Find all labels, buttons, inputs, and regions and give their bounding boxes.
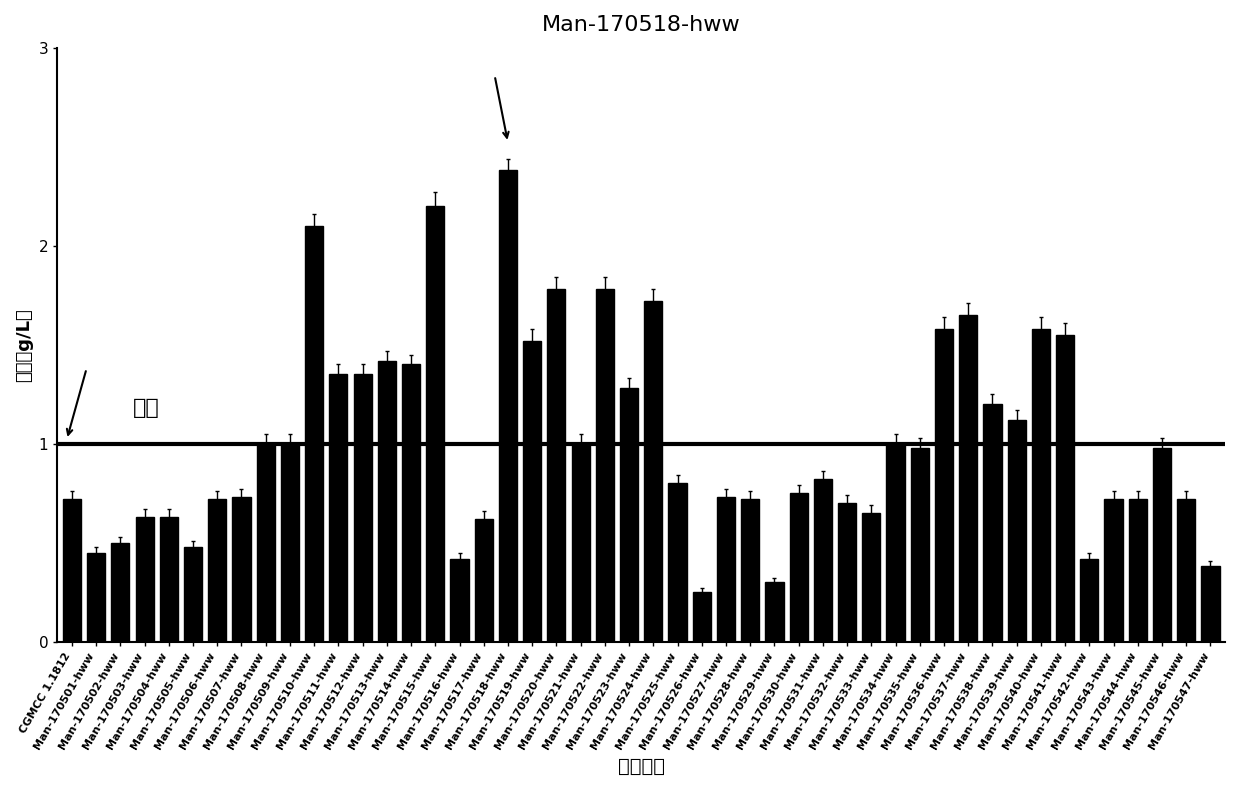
Bar (862, 513, 880, 642)
Bar (887, 444, 905, 642)
Bar (305, 226, 324, 642)
Bar (572, 444, 590, 642)
Bar (693, 592, 711, 642)
Bar (450, 558, 469, 642)
Bar (1056, 335, 1074, 642)
Title: Man-170518-hww: Man-170518-hww (542, 15, 740, 35)
Bar (765, 582, 784, 642)
Bar (475, 519, 492, 642)
Bar (910, 448, 929, 642)
Bar (959, 315, 977, 642)
Bar (1128, 499, 1147, 642)
Text: 对照: 对照 (133, 398, 160, 418)
Bar (280, 444, 299, 642)
Bar (742, 499, 759, 642)
Bar (112, 543, 129, 642)
Bar (935, 329, 954, 642)
Bar (184, 547, 202, 642)
Bar (547, 290, 565, 642)
Bar (87, 553, 105, 642)
Bar (838, 503, 856, 642)
X-axis label: 菌株编号: 菌株编号 (618, 757, 665, 776)
Bar (620, 388, 639, 642)
Bar (1177, 499, 1195, 642)
Bar (1202, 566, 1220, 642)
Bar (498, 170, 517, 642)
Bar (1008, 420, 1025, 642)
Bar (402, 365, 420, 642)
Y-axis label: 产量（g/L）: 产量（g/L） (15, 308, 33, 381)
Bar (983, 404, 1002, 642)
Bar (1032, 329, 1050, 642)
Bar (813, 479, 832, 642)
Bar (63, 499, 81, 642)
Bar (160, 517, 177, 642)
Bar (1153, 448, 1171, 642)
Bar (645, 301, 662, 642)
Bar (717, 498, 735, 642)
Bar (790, 494, 807, 642)
Bar (378, 361, 396, 642)
Bar (257, 444, 275, 642)
Bar (668, 483, 687, 642)
Bar (427, 206, 444, 642)
Bar (232, 498, 250, 642)
Bar (1105, 499, 1122, 642)
Bar (353, 374, 372, 642)
Bar (135, 517, 154, 642)
Bar (330, 374, 347, 642)
Bar (523, 341, 542, 642)
Bar (208, 499, 227, 642)
Bar (595, 290, 614, 642)
Bar (1080, 558, 1099, 642)
